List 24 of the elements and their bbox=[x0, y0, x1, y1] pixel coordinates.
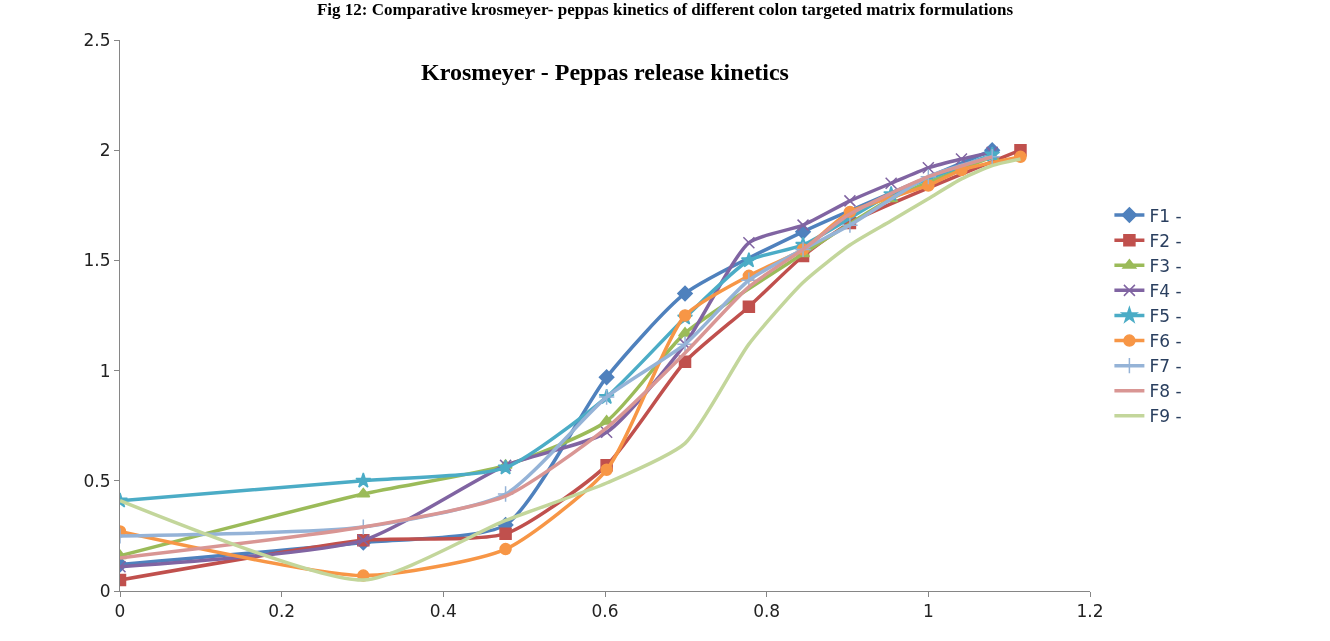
text: Krosmeyer - Peppas release kinetics bbox=[421, 59, 789, 85]
y-tick-label: 1 bbox=[99, 360, 111, 381]
y-tick-label: 2.5 bbox=[83, 29, 111, 50]
x-tick-label: 0.4 bbox=[429, 601, 457, 622]
x-tick-label: 0.6 bbox=[591, 601, 619, 622]
y-tick-label: 1.5 bbox=[83, 250, 111, 271]
legend-label: F6 - bbox=[1149, 331, 1182, 352]
y-tick-label: 0.5 bbox=[83, 470, 111, 491]
chart-title: Fig 12: Comparative krosmeyer- peppas kinetics of different colon targeted matrix formulations bbox=[316, 0, 1014, 20]
x-tick-label: 0.8 bbox=[753, 601, 781, 622]
legend-label: F1 - bbox=[1149, 205, 1182, 226]
legend-label: F8 - bbox=[1149, 381, 1182, 402]
x-tick-label: 1 bbox=[922, 601, 934, 622]
x-tick-label: 0 bbox=[114, 601, 126, 622]
legend-label: F2 - bbox=[1149, 230, 1182, 251]
legend-label: F4 - bbox=[1149, 280, 1182, 301]
x-tick-label: 1.2 bbox=[1076, 601, 1104, 622]
y-tick-label: 0 bbox=[99, 580, 111, 601]
legend-label: F5 - bbox=[1149, 306, 1182, 327]
legend-label: F3 - bbox=[1149, 255, 1182, 276]
x-tick-label: 0.2 bbox=[268, 601, 296, 622]
legend-label: F9 - bbox=[1149, 406, 1182, 427]
legend-label: F7 - bbox=[1149, 356, 1182, 377]
y-tick-label: 2 bbox=[99, 140, 111, 161]
